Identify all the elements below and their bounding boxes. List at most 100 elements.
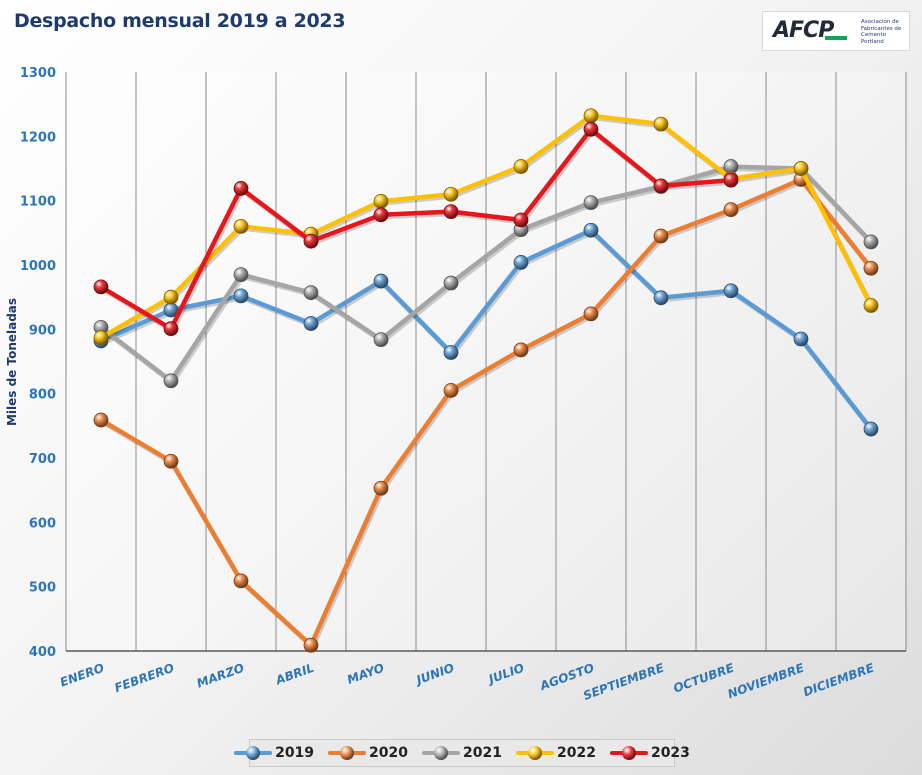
data-point	[863, 234, 879, 250]
series-2020	[93, 172, 879, 653]
y-tick-label: 400	[29, 645, 56, 660]
y-tick-label: 700	[29, 452, 56, 467]
data-point	[373, 193, 389, 209]
data-point	[163, 453, 179, 469]
data-point	[723, 172, 739, 188]
data-point	[373, 273, 389, 289]
legend-swatch	[609, 745, 648, 761]
data-point	[793, 161, 809, 176]
legend-label: 2021	[463, 745, 502, 761]
data-point	[513, 212, 529, 228]
x-tick-label: MAYO	[345, 661, 386, 687]
data-point	[303, 316, 319, 331]
data-point	[513, 159, 529, 174]
x-tick-label: ABRIL	[273, 661, 316, 688]
data-point	[443, 186, 459, 202]
data-point	[583, 222, 599, 238]
y-tick-label: 1300	[20, 66, 56, 81]
x-tick-label: SEPTIEMBRE	[581, 660, 666, 703]
logo-text: Asociación de Fabricantes de Cemento Por…	[861, 19, 902, 45]
series-2019	[93, 222, 879, 437]
series-2023	[93, 121, 739, 337]
data-point	[583, 108, 599, 124]
data-point	[233, 267, 249, 283]
legend: 2019 2020 2021 2022 2023	[234, 739, 690, 767]
data-point	[653, 116, 669, 132]
legend-item: 2020	[328, 745, 408, 761]
data-point	[723, 202, 739, 218]
legend-swatch	[328, 745, 367, 761]
legend-item: 2022	[515, 745, 596, 761]
data-point	[513, 255, 529, 270]
y-tick-label: 1100	[20, 195, 56, 210]
data-point	[653, 178, 669, 194]
x-tick-label: MARZO	[195, 661, 246, 691]
data-point	[723, 283, 739, 299]
data-point	[863, 260, 879, 276]
data-point	[443, 383, 459, 398]
x-tick-label: FEBRERO	[113, 661, 176, 696]
data-point	[163, 321, 179, 337]
data-point	[793, 331, 809, 347]
series-line	[100, 228, 873, 431]
data-point	[93, 279, 109, 295]
x-axis-ticks: ENERO FEBRERO MARZO ABRIL MAYO JUNIO JULIO AGOS…	[58, 660, 877, 703]
data-point	[93, 412, 109, 428]
legend-item: 2019	[234, 745, 314, 761]
legend-label: 2023	[650, 745, 690, 761]
data-point	[513, 342, 529, 358]
series-line	[99, 127, 732, 331]
y-axis-ticks: 400 500 600 700 800 900 1000 1100 1200 1300	[20, 66, 56, 660]
legend-item: 2021	[422, 745, 502, 761]
data-point	[373, 480, 389, 496]
legend-label: 2022	[556, 745, 596, 761]
y-tick-label: 1000	[20, 259, 56, 274]
data-point	[863, 298, 879, 313]
legend-swatch	[234, 745, 273, 761]
logo-mark: AFCP	[773, 18, 834, 43]
data-point	[373, 207, 389, 223]
data-point	[233, 218, 249, 234]
data-point	[303, 233, 319, 249]
y-tick-label: 800	[29, 388, 56, 403]
x-tick-label: JUNIO	[413, 661, 456, 688]
data-point	[583, 195, 599, 210]
afcp-logo: AFCP Asociación de Fabricantes de Cement…	[762, 11, 910, 51]
x-tick-label: JULIO	[485, 661, 526, 687]
series-line	[99, 164, 873, 384]
data-point	[653, 290, 669, 306]
y-tick-label: 600	[29, 516, 56, 531]
data-point	[443, 204, 459, 220]
data-point	[303, 285, 319, 301]
y-tick-label: 1200	[20, 130, 56, 145]
logo-accent-bar	[825, 36, 847, 40]
grid	[65, 72, 907, 652]
data-point	[303, 637, 319, 653]
data-point	[653, 228, 669, 244]
x-tick-label: DICIEMBRE	[801, 660, 876, 699]
legend-label: 2020	[369, 745, 409, 761]
x-tick-label: NOVIEMBRE	[726, 660, 807, 701]
data-point	[583, 121, 599, 137]
data-point	[233, 181, 249, 196]
data-point	[163, 373, 179, 389]
series-line	[99, 177, 873, 648]
y-tick-label: 500	[29, 581, 56, 596]
chart-title: Despacho mensual 2019 a 2023	[14, 10, 346, 32]
data-point	[443, 345, 459, 360]
data-point	[373, 332, 389, 348]
data-point	[93, 330, 109, 346]
data-point	[233, 573, 249, 589]
y-axis-label: Miles de Toneladas	[5, 298, 19, 426]
y-tick-label: 900	[29, 323, 56, 338]
data-point	[163, 289, 179, 305]
data-point	[233, 288, 249, 304]
data-point	[443, 275, 459, 291]
x-tick-label: ENERO	[58, 661, 106, 690]
legend-swatch	[422, 745, 461, 761]
series-layer	[93, 108, 879, 653]
data-point	[583, 306, 599, 322]
data-point	[863, 421, 879, 437]
